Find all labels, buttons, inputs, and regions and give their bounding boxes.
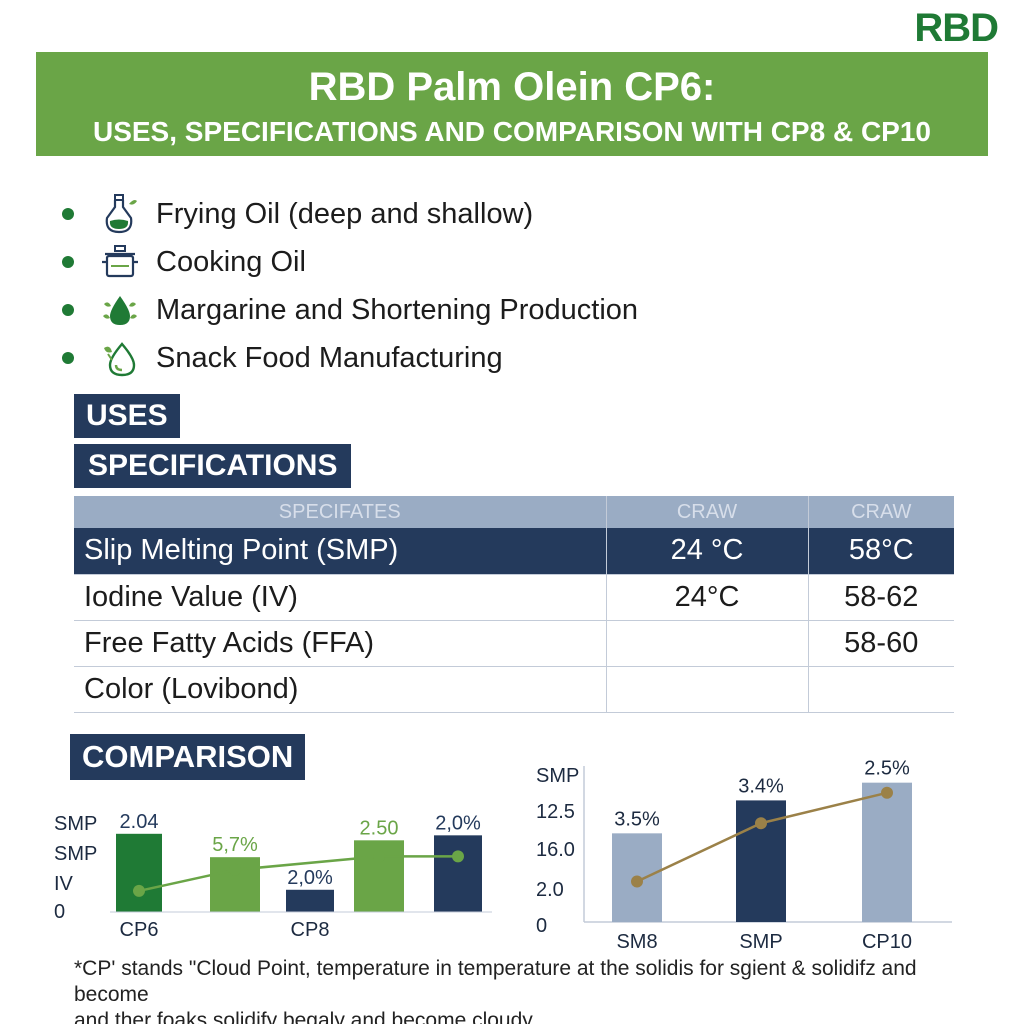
data-label: 3.5% xyxy=(614,808,660,830)
line-point xyxy=(881,786,893,799)
y-tick-label: 12.5 xyxy=(536,801,575,823)
table-cell: 24 °C xyxy=(605,528,808,575)
uses-heading: USES xyxy=(74,394,180,438)
table-cell: 58-62 xyxy=(807,574,954,621)
table-row: Color (Lovibond) xyxy=(74,666,954,713)
page-title: RBD Palm Olein CP6: xyxy=(308,65,716,109)
y-tick-label: SMP xyxy=(536,765,579,787)
table-cell: 58-60 xyxy=(807,620,954,667)
list-item: Frying Oil (deep and shallow) xyxy=(62,190,742,238)
line-point xyxy=(452,850,464,863)
table-cell: Color (Lovibond) xyxy=(74,666,606,713)
x-tick-label: SM8 xyxy=(616,931,657,953)
bar xyxy=(434,835,482,912)
bar xyxy=(862,782,912,922)
footnote: *CP' stands "Cloud Point, temperature in… xyxy=(74,956,974,1024)
table-cell: Slip Melting Point (SMP) xyxy=(74,528,606,575)
bullet-icon xyxy=(62,208,74,220)
cooking-pot-icon xyxy=(100,242,140,282)
table-cell: 58°C xyxy=(807,528,954,575)
x-tick-label: CP10 xyxy=(862,931,912,953)
table-cell xyxy=(605,666,808,713)
data-label: 3.4% xyxy=(738,775,784,797)
specifications-heading: SPECIFICATIONS xyxy=(74,444,352,488)
table-cell: 24°C xyxy=(605,574,808,621)
comparison-bar-chart-left: SMP SMP IV 0 2.04 5,7% 2,0% 2.50 2,0% CP6 CP8 xyxy=(54,811,492,941)
bar xyxy=(116,833,162,912)
list-item: Cooking Oil xyxy=(62,238,742,286)
x-tick-label: CP6 xyxy=(120,919,159,941)
data-label: 2.5% xyxy=(864,758,910,780)
table-header-cell: SPECIFATES xyxy=(74,496,606,528)
data-label: 5,7% xyxy=(212,834,258,856)
data-label: 2.04 xyxy=(120,811,159,833)
page-subtitle: USES, SPECIFICATIONS AND COMPARISON WITH… xyxy=(92,116,932,147)
line-point xyxy=(229,863,241,876)
drop-sprout-icon xyxy=(100,338,140,378)
y-tick-label: 0 xyxy=(536,915,547,937)
uses-list: Frying Oil (deep and shallow) Cooking Oi… xyxy=(62,190,742,382)
bullet-icon xyxy=(62,256,74,268)
series-line xyxy=(138,855,458,893)
comparison-bar-chart-right: SMP 12.5 16.0 2.0 0 3.5% SM8 3.4% SMP 2.5% CP10 xyxy=(536,758,952,953)
table-header-cell: CRAW xyxy=(605,496,808,528)
footnote-line: *CP' stands "Cloud Point, temperature in… xyxy=(74,957,917,1006)
oil-drop-leaf-icon xyxy=(100,290,140,330)
title-banner: RBD Palm Olein CP6: USES, SPECIFICATIONS… xyxy=(36,52,988,156)
y-tick-label: 0 xyxy=(54,901,65,923)
brand-logo: RBD xyxy=(914,6,999,50)
table-cell xyxy=(605,620,808,667)
list-item-label: Frying Oil (deep and shallow) xyxy=(156,197,534,230)
y-tick-label: SMP xyxy=(54,813,97,835)
table-cell: Free Fatty Acids (FFA) xyxy=(74,620,606,667)
y-tick-label: IV xyxy=(54,873,74,895)
x-tick-label: SMP xyxy=(739,931,782,953)
x-tick-label: CP8 xyxy=(291,919,330,941)
line-point xyxy=(755,817,767,830)
y-tick-label: 16.0 xyxy=(536,839,575,861)
bullet-icon xyxy=(62,304,74,316)
table-header-row: SPECIFATES CRAW CRAW xyxy=(74,496,954,528)
list-item: Snack Food Manufacturing xyxy=(62,334,742,382)
y-tick-label: 2.0 xyxy=(536,879,564,901)
line-point xyxy=(133,884,145,897)
specifications-table: SPECIFATES CRAW CRAW Slip Melting Point … xyxy=(74,496,954,713)
comparison-heading: COMPARISON xyxy=(70,734,306,780)
table-cell xyxy=(807,666,954,713)
bullet-icon xyxy=(62,352,74,364)
line-point xyxy=(631,875,643,888)
table-row: Free Fatty Acids (FFA) 58-60 xyxy=(74,620,954,667)
table-cell: Iodine Value (IV) xyxy=(74,574,606,621)
list-item: Margarine and Shortening Production xyxy=(62,286,742,334)
footnote-line: and ther foaks solidify begaly and becom… xyxy=(74,1009,538,1024)
oil-bottle-icon xyxy=(100,194,140,234)
data-label: 2,0% xyxy=(287,867,333,889)
line-point xyxy=(373,850,385,863)
list-item-label: Margarine and Shortening Production xyxy=(156,293,639,326)
y-tick-label: SMP xyxy=(54,843,97,865)
list-item-label: Cooking Oil xyxy=(156,245,306,278)
data-label: 2,0% xyxy=(435,812,481,834)
table-row: Slip Melting Point (SMP) 24 °C 58°C xyxy=(74,528,954,575)
list-item-label: Snack Food Manufacturing xyxy=(156,341,503,374)
table-header-cell: CRAW xyxy=(807,496,954,528)
data-label: 2.50 xyxy=(360,817,399,839)
table-row: Iodine Value (IV) 24°C 58-62 xyxy=(74,574,954,621)
bar xyxy=(286,889,334,912)
